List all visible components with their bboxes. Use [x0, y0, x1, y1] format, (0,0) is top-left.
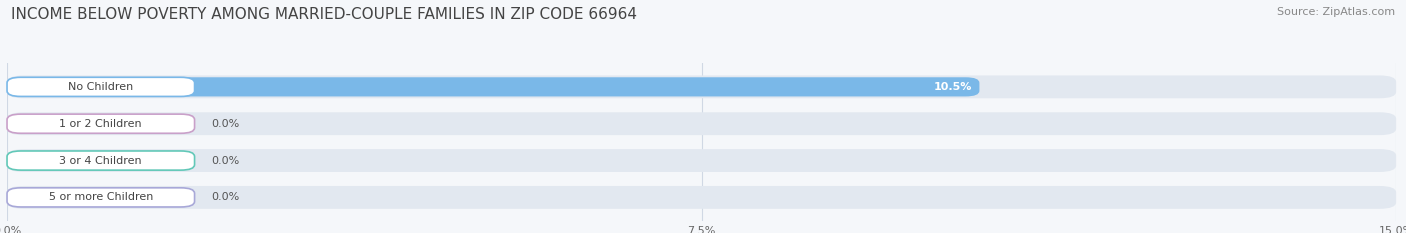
Text: Source: ZipAtlas.com: Source: ZipAtlas.com — [1277, 7, 1395, 17]
Text: 3 or 4 Children: 3 or 4 Children — [59, 156, 142, 166]
Text: 0.0%: 0.0% — [211, 119, 239, 129]
FancyBboxPatch shape — [7, 188, 194, 207]
Text: 10.5%: 10.5% — [934, 82, 973, 92]
Text: 1 or 2 Children: 1 or 2 Children — [59, 119, 142, 129]
Text: INCOME BELOW POVERTY AMONG MARRIED-COUPLE FAMILIES IN ZIP CODE 66964: INCOME BELOW POVERTY AMONG MARRIED-COUPL… — [11, 7, 637, 22]
Text: 0.0%: 0.0% — [211, 156, 239, 166]
FancyBboxPatch shape — [7, 186, 1396, 209]
Text: 0.0%: 0.0% — [211, 192, 239, 202]
FancyBboxPatch shape — [7, 77, 194, 96]
FancyBboxPatch shape — [7, 75, 1396, 98]
FancyBboxPatch shape — [7, 151, 194, 170]
FancyBboxPatch shape — [7, 149, 1396, 172]
FancyBboxPatch shape — [7, 114, 194, 133]
FancyBboxPatch shape — [7, 112, 1396, 135]
Text: 5 or more Children: 5 or more Children — [49, 192, 153, 202]
Text: No Children: No Children — [67, 82, 134, 92]
FancyBboxPatch shape — [7, 77, 980, 96]
